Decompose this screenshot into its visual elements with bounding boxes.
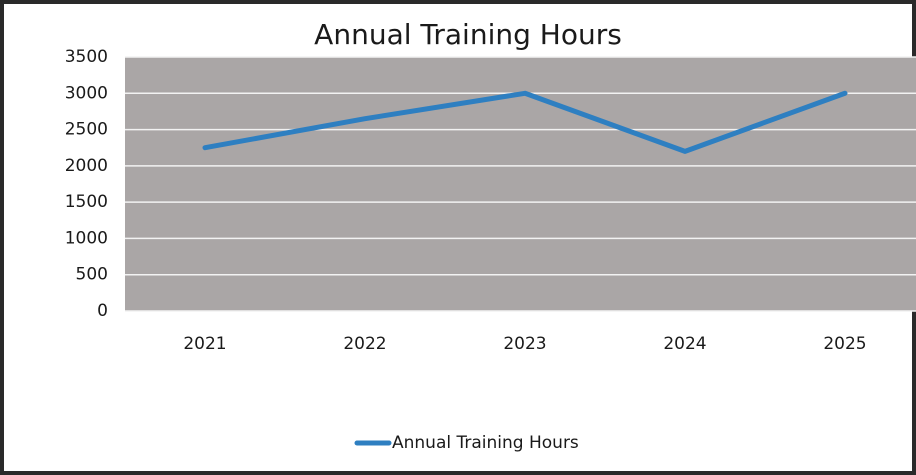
data-line: [202, 90, 848, 154]
x-tick-label: 2022: [343, 334, 386, 354]
x-tick-label: 2025: [823, 334, 866, 354]
y-tick-label: 2000: [65, 156, 108, 176]
chart-title: Annual Training Hours: [314, 18, 622, 51]
x-tick-label: 2021: [183, 334, 226, 354]
legend-label: Annual Training Hours: [392, 433, 579, 453]
y-tick-label: 500: [76, 265, 108, 285]
y-tick-label: 3000: [65, 83, 108, 103]
y-tick-label: 0: [97, 301, 108, 321]
x-tick-label: 2024: [663, 334, 706, 354]
x-tick-label: 2023: [503, 334, 546, 354]
y-tick-label: 2500: [65, 120, 108, 140]
y-tick-label: 3500: [65, 47, 108, 67]
y-tick-label: 1500: [65, 192, 108, 212]
y-tick-label: 1000: [65, 228, 108, 248]
plot-background: [125, 57, 916, 311]
